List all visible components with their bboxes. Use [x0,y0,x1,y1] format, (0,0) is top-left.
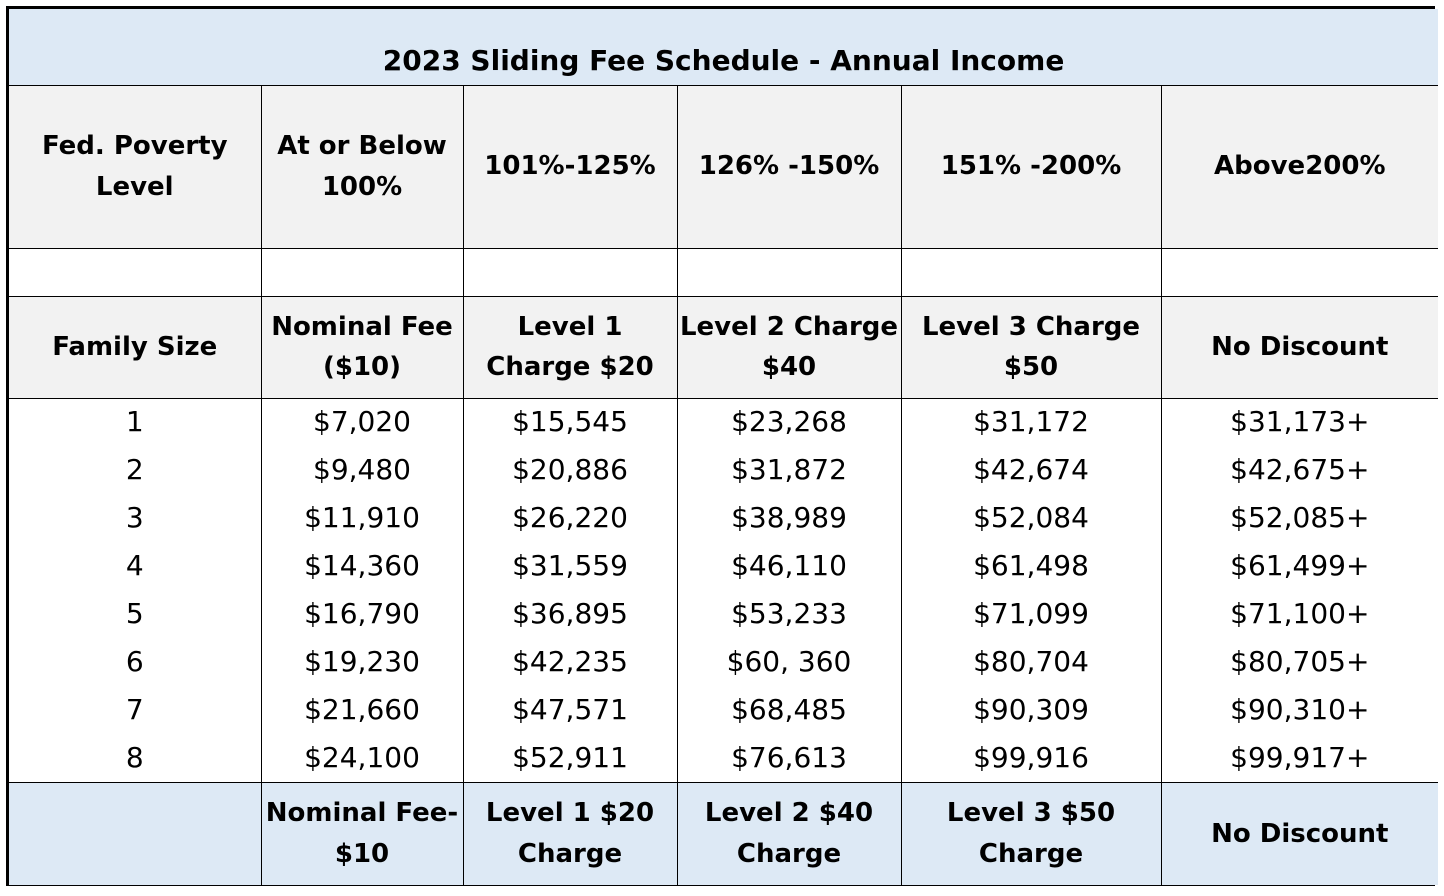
header-cell: 126% -150% [676,84,902,249]
income-cell: $21,660 [260,686,464,734]
income-cell: $68,485 [676,686,902,734]
income-cell: $26,220 [462,494,678,542]
income-cell: $99,916 [900,734,1162,783]
table-row: 6 $19,230 $42,235 $60, 360 $80,704 $80,7… [9,638,1439,686]
income-cell: $90,309 [900,686,1162,734]
footer-cell: Level 3 $50 Charge [900,781,1162,885]
empty-cell [676,247,902,297]
footer-cell [9,781,262,885]
income-cell: $16,790 [260,590,464,638]
header-cell: Above200% [1160,84,1439,249]
footer-row: Nominal Fee- $10 Level 1 $20 Charge Leve… [9,781,1439,885]
header-cell: 151% -200% [900,84,1162,249]
footer-cell: Level 2 $40 Charge [676,781,902,885]
income-cell: $71,100+ [1160,590,1439,638]
header-cell: No Discount [1160,295,1439,399]
income-cell: $52,085+ [1160,494,1439,542]
header-cell: At or Below 100% [260,84,464,249]
table-row: 8 $24,100 $52,911 $76,613 $99,916 $99,91… [9,734,1439,783]
income-cell: $71,099 [900,590,1162,638]
income-cell: $53,233 [676,590,902,638]
sliding-fee-table: 2023 Sliding Fee Schedule - Annual Incom… [9,9,1439,885]
family-size-cell: 3 [9,494,262,542]
income-cell: $23,268 [676,398,902,446]
income-cell: $24,100 [260,734,464,783]
income-cell: $31,172 [900,398,1162,446]
income-cell: $52,084 [900,494,1162,542]
charge-level-header-row: Family Size Nominal Fee ($10) Level 1 Ch… [9,295,1439,399]
income-cell: $9,480 [260,446,464,494]
income-cell: $90,310+ [1160,686,1439,734]
income-cell: $52,911 [462,734,678,783]
income-cell: $14,360 [260,542,464,590]
header-cell: Family Size [9,295,262,399]
header-cell: Fed. Poverty Level [9,84,262,249]
header-cell: Nominal Fee ($10) [260,295,464,399]
table-title: 2023 Sliding Fee Schedule - Annual Incom… [9,9,1439,86]
income-cell: $76,613 [676,734,902,783]
income-cell: $31,559 [462,542,678,590]
header-cell: Level 1 Charge $20 [462,295,678,399]
income-cell: $15,545 [462,398,678,446]
income-cell: $42,674 [900,446,1162,494]
income-cell: $61,498 [900,542,1162,590]
fee-schedule-sheet: 2023 Sliding Fee Schedule - Annual Incom… [6,6,1439,886]
income-cell: $80,704 [900,638,1162,686]
table-row: 3 $11,910 $26,220 $38,989 $52,084 $52,08… [9,494,1439,542]
family-size-cell: 8 [9,734,262,783]
income-cell: $36,895 [462,590,678,638]
income-cell: $11,910 [260,494,464,542]
header-cell: Level 2 Charge $40 [676,295,902,399]
income-cell: $31,872 [676,446,902,494]
income-cell: $80,705+ [1160,638,1439,686]
empty-cell [1160,247,1439,297]
income-cell: $61,499+ [1160,542,1439,590]
empty-cell [9,247,262,297]
table-row: 1 $7,020 $15,545 $23,268 $31,172 $31,173… [9,398,1439,446]
family-size-cell: 7 [9,686,262,734]
header-cell: 101%-125% [462,84,678,249]
income-cell: $42,675+ [1160,446,1439,494]
income-cell: $19,230 [260,638,464,686]
family-size-cell: 4 [9,542,262,590]
family-size-cell: 1 [9,398,262,446]
header-cell: Level 3 Charge $50 [900,295,1162,399]
family-size-cell: 5 [9,590,262,638]
footer-cell: Level 1 $20 Charge [462,781,678,885]
income-cell: $47,571 [462,686,678,734]
income-cell: $42,235 [462,638,678,686]
empty-cell [462,247,678,297]
income-cell: $99,917+ [1160,734,1439,783]
footer-cell: Nominal Fee- $10 [260,781,464,885]
table-row: 4 $14,360 $31,559 $46,110 $61,498 $61,49… [9,542,1439,590]
income-cell: $20,886 [462,446,678,494]
income-cell: $60, 360 [676,638,902,686]
table-row: 5 $16,790 $36,895 $53,233 $71,099 $71,10… [9,590,1439,638]
income-cell: $7,020 [260,398,464,446]
income-cell: $31,173+ [1160,398,1439,446]
table-row: 7 $21,660 $47,571 $68,485 $90,309 $90,31… [9,686,1439,734]
spacer-row [9,247,1439,297]
empty-cell [260,247,464,297]
family-size-cell: 6 [9,638,262,686]
family-size-cell: 2 [9,446,262,494]
income-cell: $46,110 [676,542,902,590]
table-row: 2 $9,480 $20,886 $31,872 $42,674 $42,675… [9,446,1439,494]
empty-cell [900,247,1162,297]
income-cell: $38,989 [676,494,902,542]
footer-cell: No Discount [1160,781,1439,885]
poverty-level-header-row: Fed. Poverty Level At or Below 100% 101%… [9,84,1439,249]
